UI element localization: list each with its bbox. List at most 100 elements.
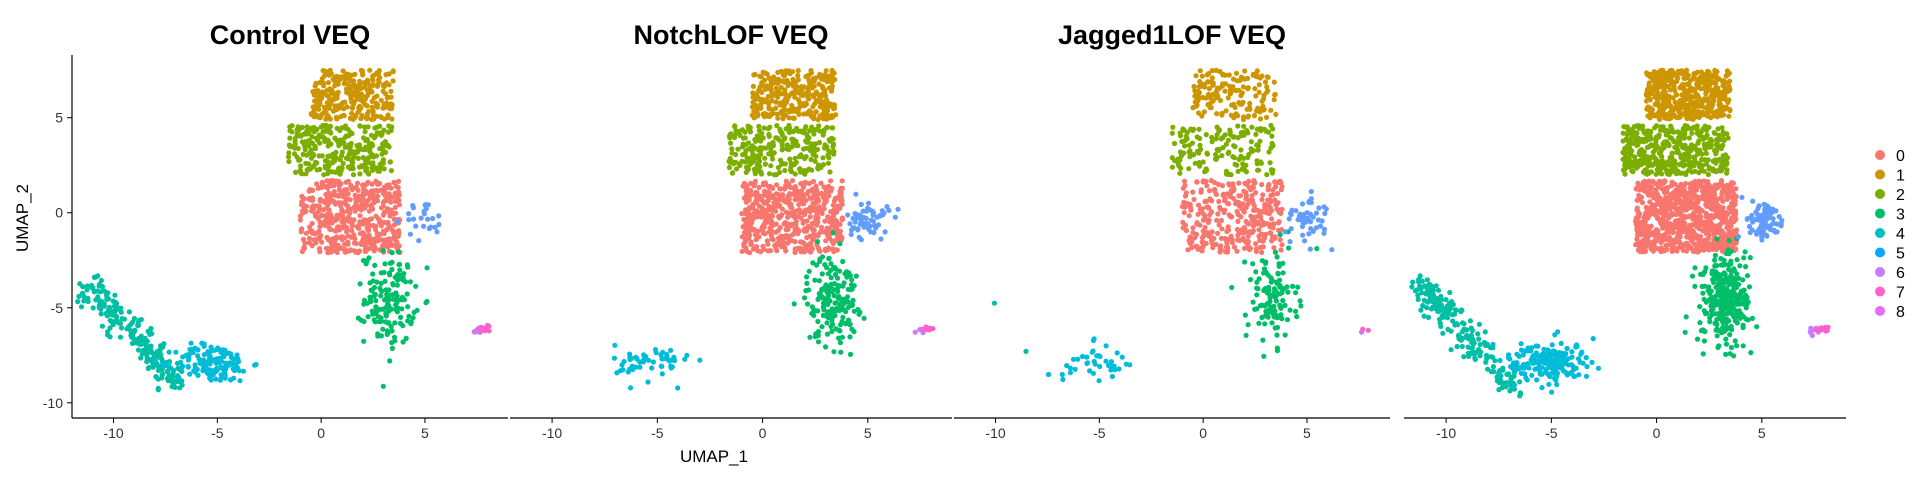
point-cluster-0 xyxy=(836,231,843,237)
point-cluster-1 xyxy=(315,103,321,109)
point-cluster-1 xyxy=(334,116,340,122)
point-cluster-0 xyxy=(752,191,758,197)
point-cluster-0 xyxy=(803,244,810,250)
point-cluster-0 xyxy=(367,240,373,247)
point-cluster-1 xyxy=(378,114,384,120)
x-tick-label: 5 xyxy=(864,425,872,441)
point-cluster-1 xyxy=(1215,85,1221,91)
point-cluster-1 xyxy=(339,74,345,80)
point-cluster-5 xyxy=(217,360,223,366)
point-cluster-4 xyxy=(84,287,90,293)
point-cluster-1 xyxy=(1253,93,1259,99)
point-cluster-0 xyxy=(1190,225,1196,231)
point-cluster-4 xyxy=(103,292,109,299)
point-cluster-0 xyxy=(314,203,320,209)
point-cluster-3 xyxy=(373,298,379,304)
point-cluster-6 xyxy=(1319,218,1325,224)
point-cluster-2 xyxy=(1246,151,1252,158)
point-cluster-0 xyxy=(830,202,837,208)
point-cluster-3 xyxy=(357,281,363,287)
point-cluster-2 xyxy=(766,133,772,139)
point-cluster-2 xyxy=(317,166,323,172)
point-cluster-1 xyxy=(1256,106,1263,112)
point-cluster-0 xyxy=(1269,216,1275,222)
point-cluster-2 xyxy=(373,153,379,159)
x-tick-label: -5 xyxy=(651,425,664,441)
point-cluster-3 xyxy=(372,310,378,316)
point-cluster-2 xyxy=(825,160,832,166)
point-cluster-0 xyxy=(1246,221,1252,227)
point-cluster-0 xyxy=(1659,186,1665,192)
point-cluster-0 xyxy=(1237,193,1244,199)
point-cluster-3 xyxy=(807,334,813,340)
point-cluster-0 xyxy=(1209,229,1215,235)
point-cluster-5 xyxy=(1087,368,1093,374)
point-cluster-0 xyxy=(828,178,834,184)
point-cluster-0 xyxy=(1664,201,1670,207)
point-cluster-0 xyxy=(1228,214,1234,220)
point-cluster-6 xyxy=(1329,247,1335,253)
point-cluster-0 xyxy=(785,240,791,246)
point-cluster-1 xyxy=(1693,93,1699,99)
point-cluster-0 xyxy=(1662,208,1668,214)
point-cluster-5 xyxy=(619,362,625,368)
point-cluster-0 xyxy=(301,245,308,251)
point-cluster-3 xyxy=(842,271,848,277)
point-cluster-0 xyxy=(1188,207,1194,213)
point-cluster-0 xyxy=(762,219,768,225)
point-cluster-0 xyxy=(1202,224,1208,231)
point-cluster-3 xyxy=(380,383,386,389)
point-cluster-2 xyxy=(792,171,798,177)
point-cluster-1 xyxy=(329,97,335,103)
point-cluster-0 xyxy=(328,240,334,246)
point-cluster-2 xyxy=(766,171,773,177)
point-cluster-0 xyxy=(1230,184,1236,190)
point-cluster-1 xyxy=(771,74,777,80)
point-cluster-0 xyxy=(1670,225,1676,231)
point-cluster-3 xyxy=(861,315,867,321)
point-cluster-3 xyxy=(849,286,855,292)
point-cluster-2 xyxy=(754,167,760,173)
point-cluster-6 xyxy=(855,212,861,218)
point-cluster-2 xyxy=(1170,124,1176,130)
point-cluster-0 xyxy=(1681,219,1687,226)
point-cluster-2 xyxy=(322,158,329,164)
point-cluster-2 xyxy=(1253,131,1259,137)
point-cluster-0 xyxy=(755,248,761,254)
point-cluster-2 xyxy=(788,164,794,170)
point-cluster-6 xyxy=(1301,211,1307,218)
point-cluster-3 xyxy=(387,358,393,364)
point-cluster-1 xyxy=(1262,79,1269,85)
point-cluster-3 xyxy=(1277,284,1283,290)
x-tick-label: 0 xyxy=(1199,425,1207,441)
point-cluster-2 xyxy=(804,168,810,174)
point-cluster-1 xyxy=(363,115,370,121)
point-cluster-3 xyxy=(1297,298,1303,304)
point-cluster-0 xyxy=(392,204,398,210)
point-cluster-4 xyxy=(117,334,124,340)
point-cluster-0 xyxy=(1678,212,1684,218)
point-cluster-1 xyxy=(335,81,341,87)
point-cluster-6 xyxy=(1282,229,1288,235)
point-cluster-0 xyxy=(1236,231,1242,237)
point-cluster-1 xyxy=(381,116,388,122)
point-cluster-0 xyxy=(795,231,801,237)
point-cluster-2 xyxy=(1169,164,1175,170)
point-cluster-1 xyxy=(824,103,830,109)
point-cluster-3 xyxy=(389,345,395,351)
point-cluster-2 xyxy=(312,145,318,152)
point-cluster-2 xyxy=(1184,129,1191,135)
point-cluster-5 xyxy=(225,360,231,366)
point-cluster-1 xyxy=(1662,89,1668,95)
point-cluster-4 xyxy=(118,325,125,331)
point-cluster-3 xyxy=(367,280,373,286)
point-cluster-0 xyxy=(1721,230,1727,236)
point-cluster-3 xyxy=(1280,297,1286,304)
point-cluster-0 xyxy=(788,201,794,207)
point-cluster-2 xyxy=(740,141,746,147)
point-cluster-1 xyxy=(377,75,383,81)
point-cluster-5 xyxy=(1060,376,1066,383)
point-cluster-4 xyxy=(80,284,86,290)
point-cluster-3 xyxy=(397,261,403,267)
point-cluster-4 xyxy=(107,309,113,315)
